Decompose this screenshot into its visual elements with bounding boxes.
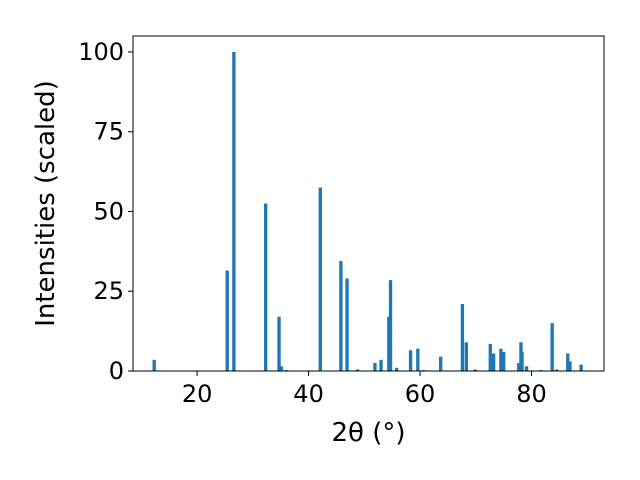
bar	[460, 304, 465, 371]
y-tick-label: 50	[93, 197, 124, 225]
bar-series	[152, 51, 583, 371]
y-tick-label: 25	[93, 277, 124, 305]
bar	[263, 203, 268, 371]
bar	[464, 342, 468, 371]
bar	[277, 316, 281, 371]
x-tick-label: 60	[405, 380, 436, 408]
bar	[416, 348, 420, 371]
plot-area	[133, 36, 604, 371]
plot-frame	[132, 35, 605, 372]
bar	[225, 270, 229, 371]
x-axis-ticks: 20 40 60 80	[182, 371, 547, 408]
bar	[488, 343, 492, 371]
bar	[339, 260, 343, 371]
bar	[491, 353, 496, 371]
bar	[152, 359, 156, 371]
y-axis-ticks: 0 25 50 75 100	[78, 38, 133, 385]
x-tick-label: 20	[182, 380, 213, 408]
x-tick-label: 40	[293, 380, 324, 408]
bar	[568, 361, 572, 371]
y-tick-label: 75	[93, 118, 124, 146]
y-tick-label: 0	[109, 357, 124, 385]
x-axis-label: 2θ (°)	[331, 418, 405, 448]
bar	[499, 348, 503, 371]
bar	[373, 363, 377, 371]
bar	[524, 366, 529, 371]
bar	[388, 280, 393, 371]
bar	[355, 369, 360, 371]
bar	[345, 278, 349, 371]
bar	[408, 350, 413, 371]
x-tick-label: 80	[516, 380, 547, 408]
bar	[394, 367, 399, 371]
bar	[473, 369, 477, 371]
y-axis-label: Intensities (scaled)	[31, 80, 61, 327]
bar	[554, 369, 559, 371]
bar	[232, 51, 236, 371]
bar	[501, 351, 506, 371]
bar	[579, 364, 583, 371]
bar	[379, 359, 383, 371]
bar	[550, 323, 554, 371]
bar	[517, 363, 521, 371]
y-tick-label: 100	[78, 38, 124, 66]
bar	[520, 351, 524, 371]
bar	[279, 366, 283, 371]
bar	[566, 353, 570, 371]
bar	[318, 187, 322, 371]
bar	[439, 356, 443, 371]
